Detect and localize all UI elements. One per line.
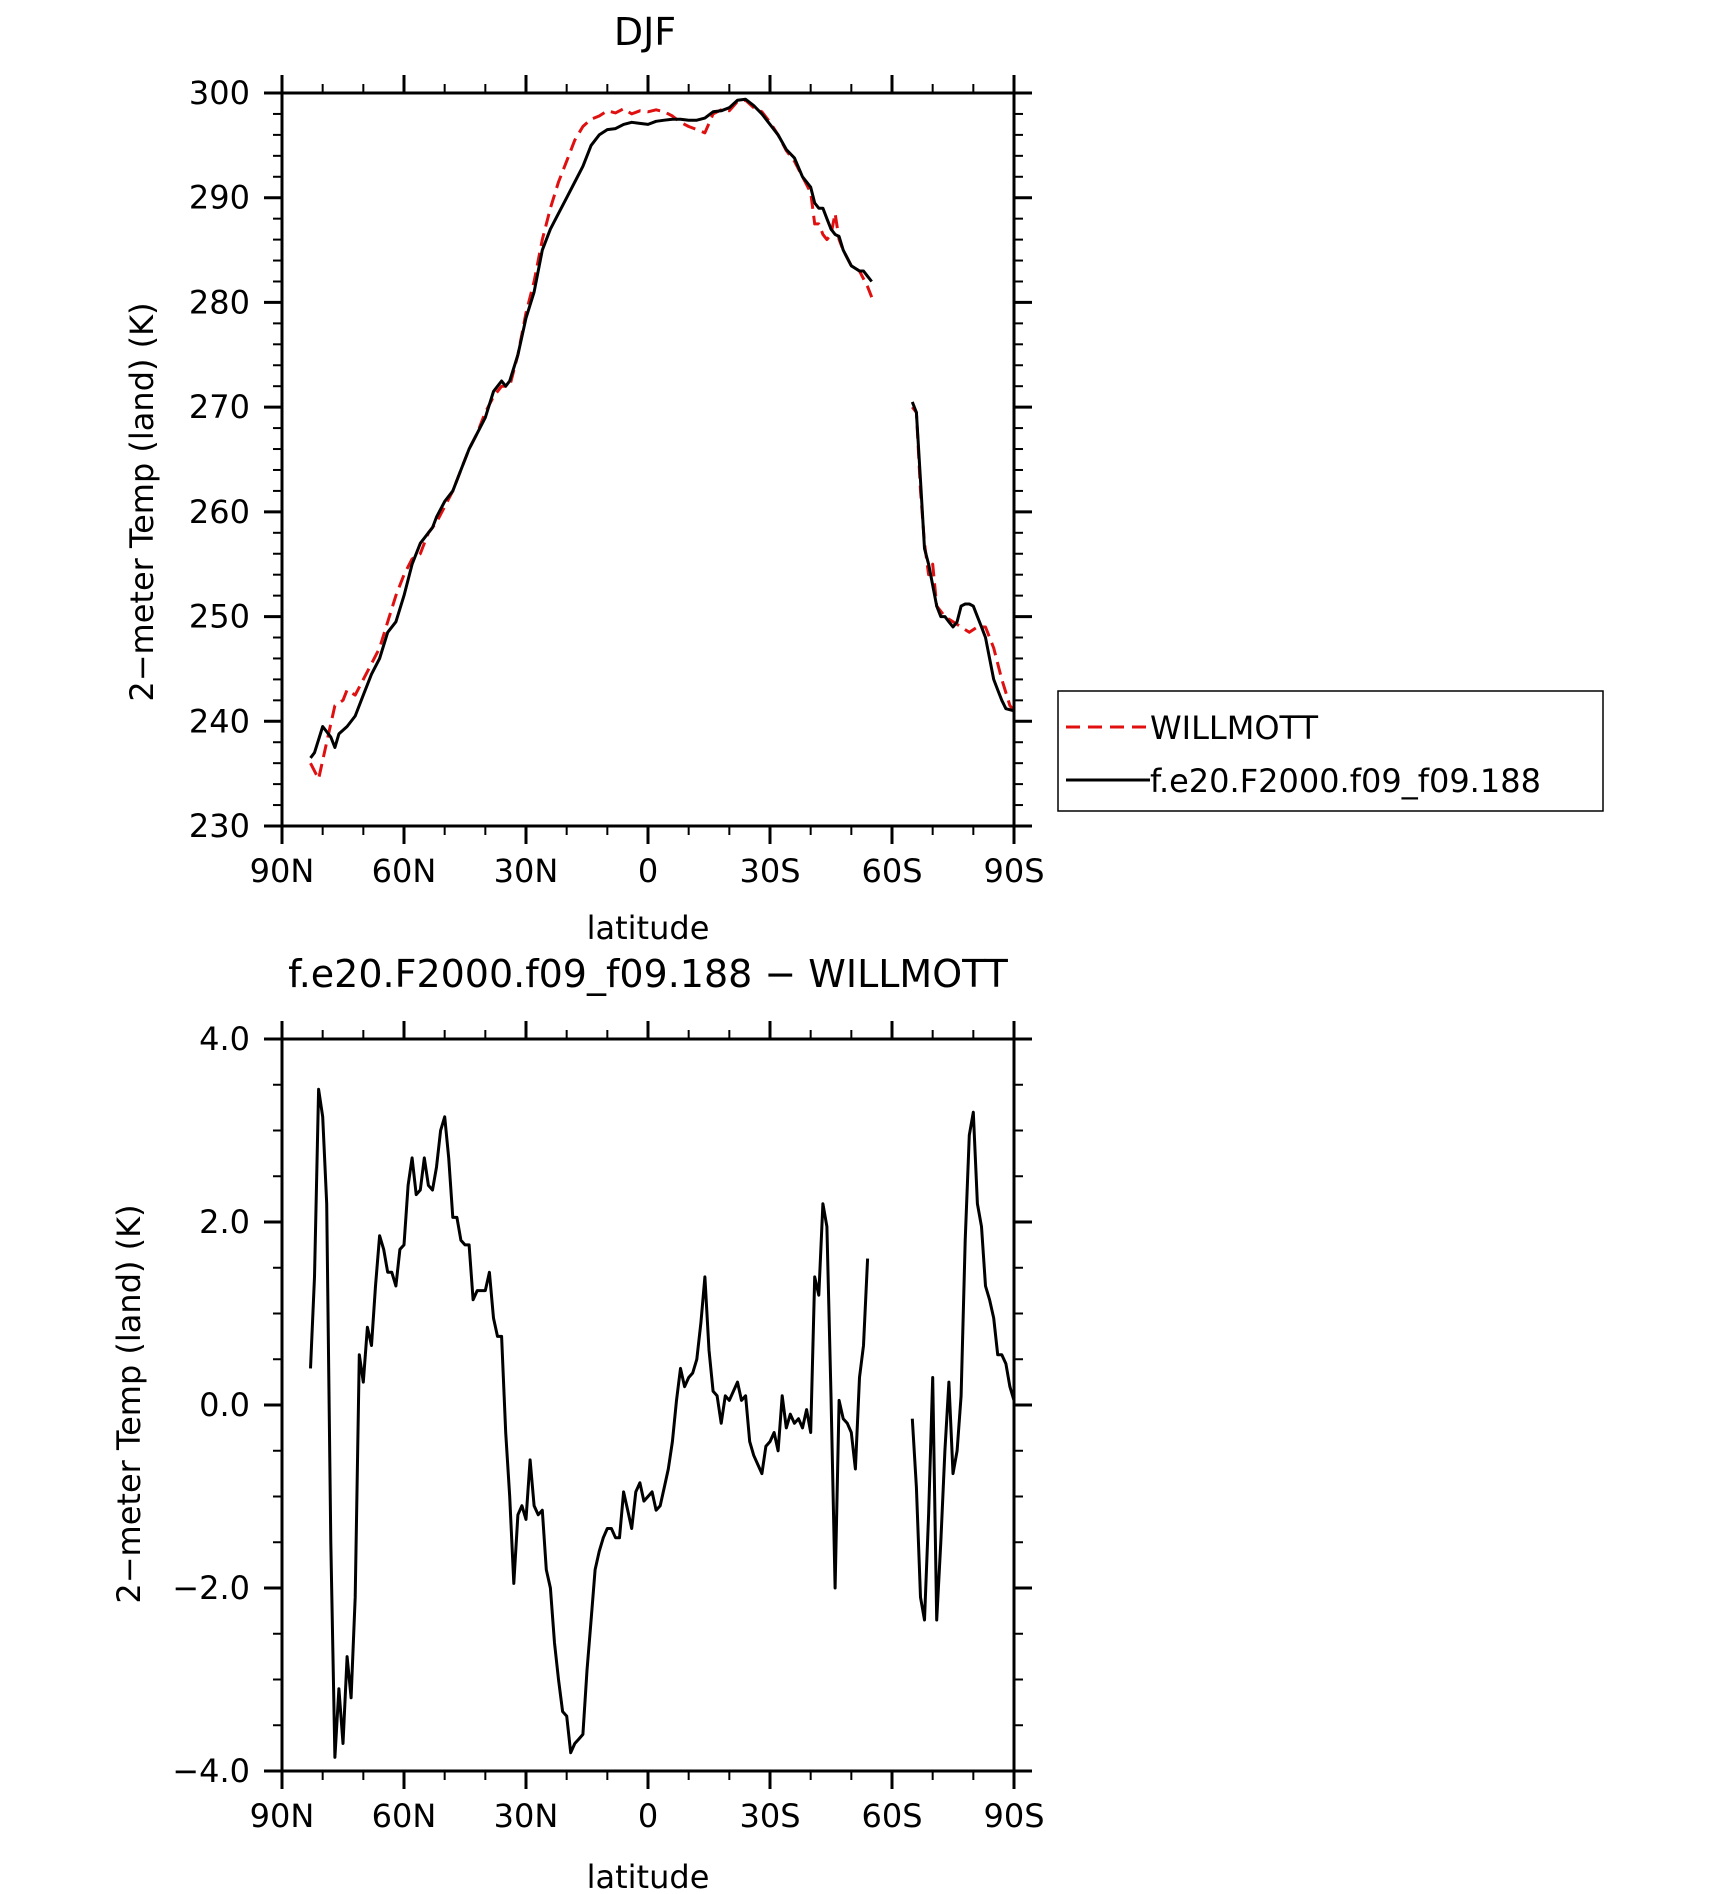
top-x-tick-label: 30N <box>494 852 559 890</box>
legend-label-willmott: WILLMOTT <box>1150 709 1319 747</box>
bottom-x-tick-label: 90N <box>250 1797 315 1835</box>
bottom-series-difference-segment-1 <box>910 1110 1016 1622</box>
bottom-x-tick-label: 60S <box>861 1797 922 1835</box>
top-y-tick-label: 300 <box>189 74 250 112</box>
bottom-plot-frame <box>280 1037 1016 1773</box>
top-y-tick-label: 270 <box>189 388 250 426</box>
top-panel: DJF latitude 2−meter Temp (land) (K) 90N… <box>123 10 1045 947</box>
bottom-chart-title: f.e20.F2000.f09_f09.188 − WILLMOTT <box>288 952 1009 996</box>
bottom-x-tick-label: 30S <box>739 1797 800 1835</box>
top-y-tick-label: 260 <box>189 493 250 531</box>
bottom-y-tick-label: 4.0 <box>199 1020 250 1058</box>
top-y-axis-label: 2−meter Temp (land) (K) <box>123 302 161 701</box>
top-series-willmott-segment-0 <box>309 98 874 781</box>
top-x-tick-label: 0 <box>638 852 658 890</box>
legend-label-model: f.e20.F2000.f09_f09.188 <box>1150 762 1541 800</box>
top-plot-frame <box>280 91 1016 828</box>
bottom-y-tick-label: −2.0 <box>172 1569 250 1607</box>
top-x-tick-label: 30S <box>739 852 800 890</box>
bottom-x-tick-label: 0 <box>638 1797 658 1835</box>
bottom-y-tick-label: −4.0 <box>172 1752 250 1790</box>
top-y-tick-label: 250 <box>189 598 250 636</box>
bottom-x-axis-label: latitude <box>587 1858 710 1894</box>
bottom-y-tick-label: 0.0 <box>199 1386 250 1424</box>
top-axes-ticks: 90N 60N 30N 0 30S 60S 90S 300 290 280 270 260 250 240… <box>189 74 1045 890</box>
top-plot-lines <box>309 97 1016 781</box>
top-x-tick-label: 90N <box>250 852 315 890</box>
top-x-tick-label: 60S <box>861 852 922 890</box>
bottom-x-tick-label: 90S <box>983 1797 1044 1835</box>
legend: WILLMOTT f.e20.F2000.f09_f09.188 <box>1057 690 1604 812</box>
top-y-tick-label: 280 <box>189 283 250 321</box>
legend-box <box>1057 690 1604 812</box>
top-x-axis-label: latitude <box>587 909 710 947</box>
bottom-x-tick-label: 30N <box>494 1797 559 1835</box>
bottom-y-tick-label: 2.0 <box>199 1203 250 1241</box>
bottom-y-axis-label: 2−meter Temp (land) (K) <box>110 1204 148 1603</box>
bottom-x-tick-label: 60N <box>372 1797 437 1835</box>
top-series-f-e20-f2000-f09-f09-188-segment-1 <box>910 401 1015 713</box>
top-series-f-e20-f2000-f09-f09-188-segment-0 <box>309 97 873 759</box>
top-chart-title: DJF <box>614 10 676 54</box>
bottom-series-difference-segment-0 <box>309 1087 870 1759</box>
bottom-plot-lines <box>309 1087 1016 1759</box>
top-y-tick-label: 290 <box>189 179 250 217</box>
top-y-tick-label: 240 <box>189 702 250 740</box>
top-x-tick-label: 60N <box>372 852 437 890</box>
top-x-tick-label: 90S <box>983 852 1044 890</box>
top-y-tick-label: 230 <box>189 807 250 845</box>
bottom-panel: f.e20.F2000.f09_f09.188 − WILLMOTT latit… <box>110 952 1045 1894</box>
